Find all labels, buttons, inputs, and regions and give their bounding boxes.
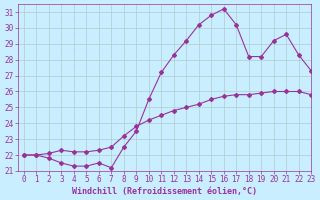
X-axis label: Windchill (Refroidissement éolien,°C): Windchill (Refroidissement éolien,°C) xyxy=(72,187,257,196)
